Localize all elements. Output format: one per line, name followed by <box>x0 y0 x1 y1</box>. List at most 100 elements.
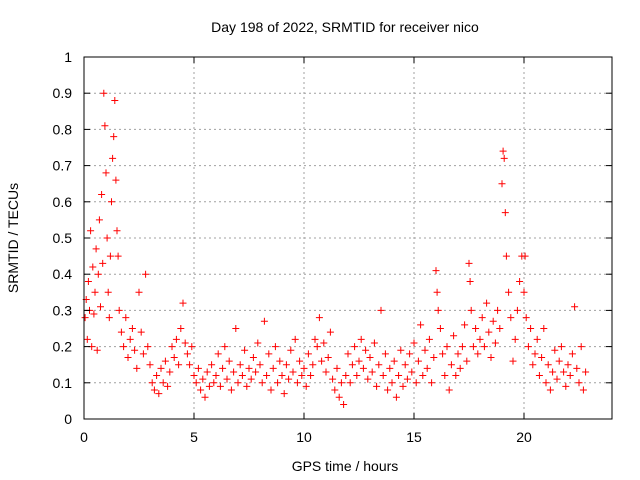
data-point <box>236 361 244 369</box>
data-point <box>241 346 249 354</box>
data-point <box>399 382 407 390</box>
data-point <box>179 299 187 307</box>
data-point <box>386 364 394 372</box>
data-point <box>452 372 460 380</box>
data-point <box>507 314 515 322</box>
data-point <box>357 335 365 343</box>
data-point <box>142 270 150 278</box>
data-point <box>359 364 367 372</box>
y-tick-label: 0.6 <box>53 194 73 210</box>
data-point <box>144 343 152 351</box>
data-point <box>260 317 268 325</box>
data-point <box>443 343 451 351</box>
data-point <box>326 328 334 336</box>
data-point <box>368 368 376 376</box>
x-axis-label: GPS time / hours <box>292 458 399 474</box>
data-point <box>432 267 440 275</box>
data-point <box>564 361 572 369</box>
data-point <box>186 361 194 369</box>
data-point <box>463 357 471 365</box>
data-point <box>375 361 383 369</box>
data-point <box>254 339 262 347</box>
data-point <box>566 372 574 380</box>
data-point <box>331 386 339 394</box>
data-point <box>181 339 189 347</box>
data-point <box>164 382 172 390</box>
data-point <box>238 372 246 380</box>
data-point <box>267 386 275 394</box>
data-point <box>551 346 559 354</box>
data-point <box>544 361 552 369</box>
data-point <box>126 335 134 343</box>
data-point <box>296 357 304 365</box>
data-point <box>568 350 576 358</box>
data-point <box>351 343 359 351</box>
data-point <box>520 288 528 296</box>
data-point <box>340 401 348 409</box>
data-point <box>348 361 356 369</box>
data-point <box>199 375 207 383</box>
data-point <box>529 361 537 369</box>
data-point <box>337 379 345 387</box>
data-point <box>366 353 374 361</box>
data-point <box>124 353 132 361</box>
data-point <box>469 343 477 351</box>
data-point <box>271 343 279 351</box>
data-point <box>430 353 438 361</box>
data-series <box>81 89 590 409</box>
y-tick-label: 1 <box>64 49 72 65</box>
data-point <box>203 368 211 376</box>
data-point <box>414 357 422 365</box>
data-point <box>159 379 167 387</box>
data-point <box>188 343 196 351</box>
data-point <box>425 335 433 343</box>
data-point <box>131 346 139 354</box>
data-point <box>485 328 493 336</box>
data-point <box>447 361 455 369</box>
data-point <box>397 346 405 354</box>
data-point <box>225 357 233 365</box>
data-point <box>155 390 163 398</box>
data-point <box>549 368 557 376</box>
data-point <box>353 372 361 380</box>
data-point <box>505 288 513 296</box>
data-point <box>560 368 568 376</box>
data-point <box>472 325 480 332</box>
data-point <box>450 332 458 340</box>
data-point <box>531 350 539 358</box>
data-point <box>329 375 337 383</box>
data-point <box>377 306 385 314</box>
data-point <box>465 259 473 267</box>
data-point <box>355 357 363 365</box>
data-point <box>575 379 583 387</box>
data-point <box>120 343 128 351</box>
data-point <box>579 386 587 394</box>
data-point <box>84 277 92 285</box>
data-point <box>307 372 315 380</box>
data-point <box>234 379 242 387</box>
data-point <box>108 198 115 206</box>
data-point <box>150 386 158 394</box>
data-point <box>214 350 222 358</box>
data-point <box>258 379 266 387</box>
data-point <box>247 375 255 383</box>
data-point <box>157 364 165 372</box>
data-point <box>521 252 529 260</box>
data-point <box>333 364 341 372</box>
axis-ticks: 00.10.20.30.40.50.60.70.80.910 5 10 15 20 <box>53 49 612 445</box>
data-point <box>280 390 288 398</box>
data-point <box>148 379 156 387</box>
data-point <box>522 314 530 322</box>
x-tick-label: 15 <box>406 429 422 445</box>
data-point <box>412 379 420 387</box>
data-point <box>309 361 317 369</box>
data-point <box>364 375 372 383</box>
data-point <box>289 368 297 376</box>
data-point <box>87 227 95 235</box>
data-point <box>439 350 447 358</box>
data-point <box>542 379 550 387</box>
data-point <box>461 321 469 329</box>
data-point <box>117 328 125 336</box>
data-point <box>433 288 441 296</box>
